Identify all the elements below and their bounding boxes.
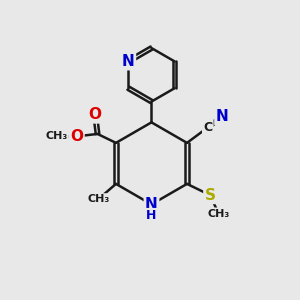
Text: H: H — [146, 209, 157, 222]
Text: N: N — [122, 54, 135, 69]
Text: CH₃: CH₃ — [45, 131, 68, 141]
Text: S: S — [205, 188, 216, 203]
Text: N: N — [145, 197, 158, 212]
Text: CH₃: CH₃ — [87, 194, 109, 204]
Text: CH₃: CH₃ — [207, 208, 230, 219]
Text: C: C — [203, 121, 212, 134]
Text: O: O — [70, 129, 83, 144]
Text: O: O — [89, 107, 102, 122]
Text: N: N — [216, 109, 229, 124]
